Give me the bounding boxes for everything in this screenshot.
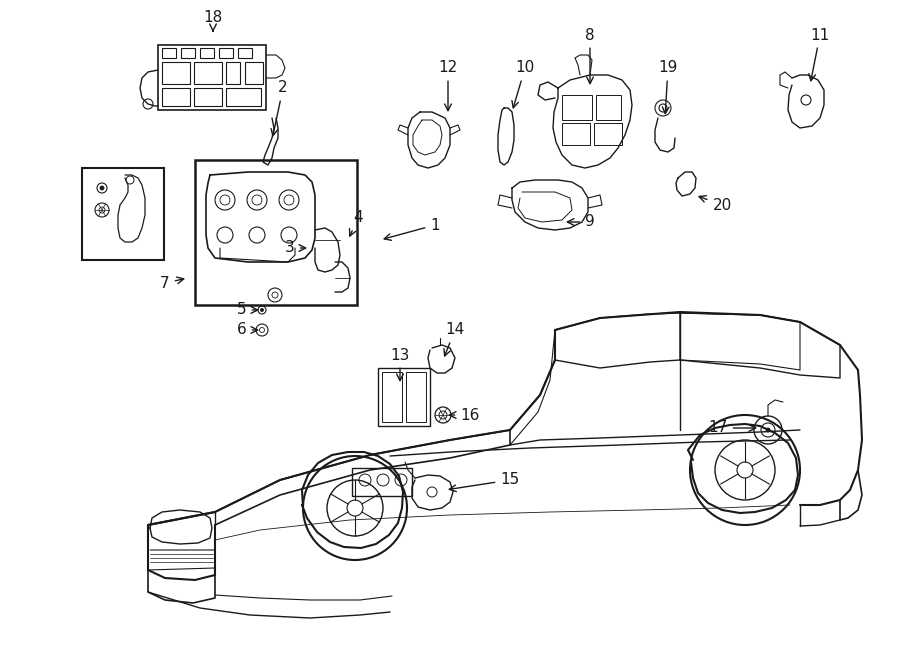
- Bar: [226, 88, 261, 106]
- Bar: [352, 468, 412, 496]
- Circle shape: [260, 309, 264, 311]
- Bar: [562, 95, 592, 120]
- Text: 14: 14: [444, 323, 464, 356]
- Bar: [406, 372, 426, 422]
- Bar: [226, 62, 240, 84]
- Bar: [245, 62, 263, 84]
- Bar: [194, 62, 222, 84]
- Text: 12: 12: [438, 61, 457, 110]
- Text: 18: 18: [203, 11, 222, 31]
- Circle shape: [766, 428, 770, 432]
- Text: 6: 6: [237, 323, 257, 338]
- Bar: [162, 88, 190, 106]
- Bar: [194, 88, 222, 106]
- Text: 5: 5: [238, 303, 257, 317]
- Bar: [82, 168, 164, 260]
- Bar: [238, 48, 252, 58]
- Text: 19: 19: [658, 61, 678, 114]
- Text: 13: 13: [391, 348, 410, 381]
- Text: 16: 16: [449, 407, 480, 422]
- Bar: [596, 95, 621, 120]
- Text: 1: 1: [384, 217, 440, 241]
- Bar: [158, 45, 266, 110]
- Bar: [195, 160, 357, 305]
- Circle shape: [100, 186, 104, 190]
- Bar: [594, 123, 622, 145]
- Text: 10: 10: [512, 61, 535, 108]
- Bar: [378, 368, 430, 426]
- Text: 7: 7: [160, 276, 184, 290]
- Text: 11: 11: [809, 28, 830, 81]
- Bar: [181, 48, 195, 58]
- Text: 17: 17: [708, 420, 756, 436]
- Text: 8: 8: [585, 28, 595, 84]
- Text: 4: 4: [349, 210, 363, 236]
- Text: 9: 9: [567, 215, 595, 229]
- Bar: [382, 372, 402, 422]
- Text: 15: 15: [449, 473, 519, 492]
- Bar: [200, 48, 214, 58]
- Bar: [162, 62, 190, 84]
- Text: 2: 2: [271, 81, 288, 136]
- Bar: [162, 48, 176, 58]
- Text: 3: 3: [285, 241, 306, 256]
- Text: 20: 20: [699, 196, 732, 212]
- Bar: [562, 123, 590, 145]
- Bar: [219, 48, 233, 58]
